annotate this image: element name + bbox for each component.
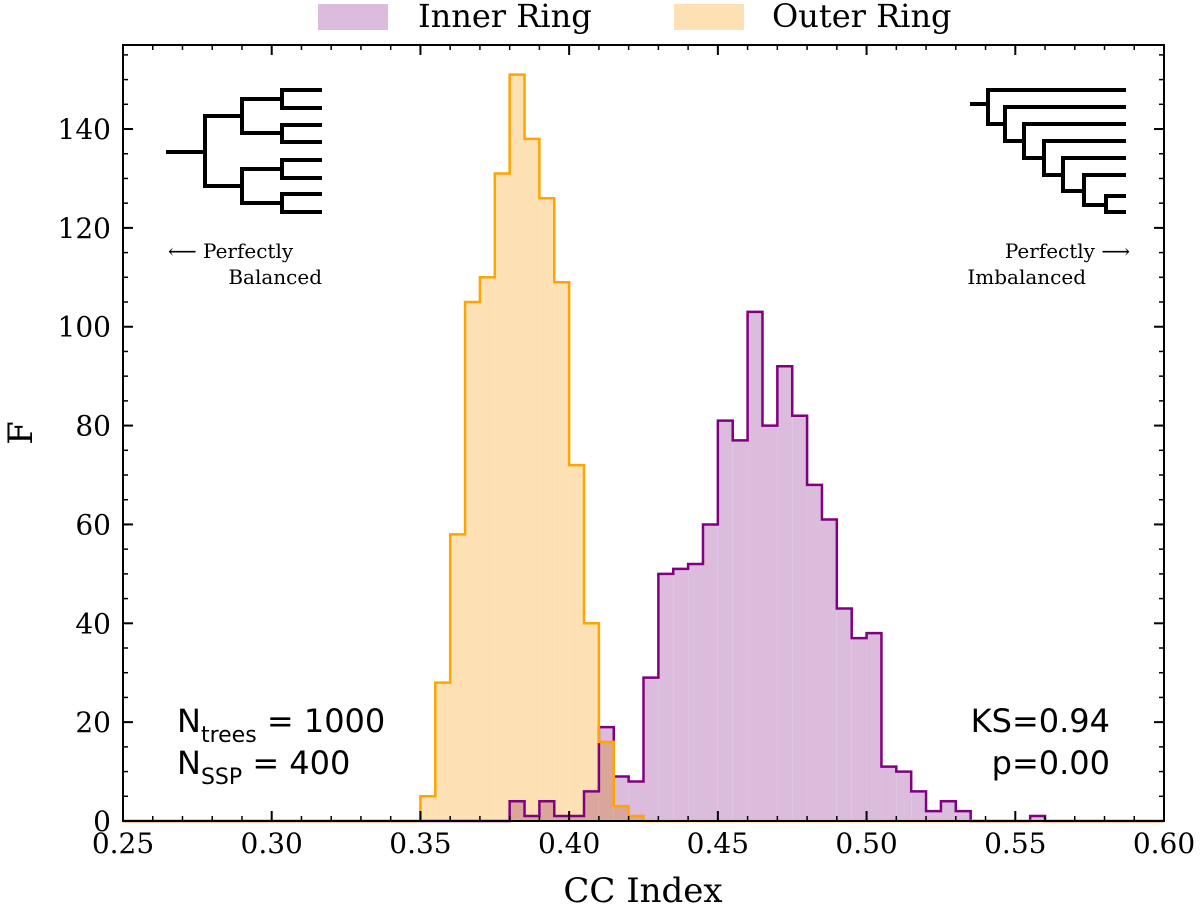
x-tick-label: 0.35: [389, 827, 451, 860]
x-axis-title: CC Index: [563, 871, 722, 908]
bar-outer-ring: [598, 741, 614, 821]
bar-outer-ring: [435, 682, 451, 821]
series-outer-ring-bars: [420, 74, 644, 822]
bar-outer-ring: [494, 173, 510, 822]
bar-inner-ring: [673, 568, 689, 821]
imbalanced-caption-line2: Imbalanced: [967, 265, 1086, 289]
bar-outer-ring: [554, 282, 570, 821]
bar-inner-ring: [866, 633, 882, 821]
bar-inner-ring: [836, 608, 852, 821]
outline-inner-ring: [123, 310, 1164, 823]
balanced-caption-line1: ⟵ Perfectly: [168, 239, 294, 263]
series-inner-ring-bars: [509, 311, 1046, 821]
legend-swatch-outer-ring: [674, 4, 744, 30]
bar-outer-ring: [524, 138, 540, 821]
bar-inner-ring: [940, 801, 956, 821]
bar-inner-ring: [911, 791, 927, 821]
balanced-tree-icon: [166, 88, 322, 214]
balanced-caption-line2: Balanced: [228, 265, 322, 289]
y-tick-label: 100: [58, 311, 111, 344]
bar-inner-ring: [628, 781, 644, 821]
bar-outer-ring: [420, 796, 436, 821]
bar-inner-ring: [658, 573, 674, 821]
bar-inner-ring: [732, 440, 748, 821]
bar-outer-ring: [539, 198, 555, 822]
outline-outer-ring: [123, 73, 1164, 823]
legend-label-inner-ring: Inner Ring: [418, 0, 592, 35]
y-tick-label: 140: [58, 113, 111, 146]
bar-inner-ring: [851, 638, 867, 821]
bar-inner-ring: [717, 420, 733, 821]
imbalanced-caption-line1: Perfectly ⟶: [1005, 239, 1130, 263]
bar-outer-ring: [569, 465, 585, 821]
bar-inner-ring: [1030, 816, 1046, 821]
ntrees-annotation: Ntrees = 1000: [177, 702, 385, 748]
x-tick-label: 0.60: [1133, 827, 1195, 860]
y-tick-label: 0: [93, 805, 111, 838]
bar-inner-ring: [792, 415, 808, 821]
ks-statistic: KS=0.94: [971, 702, 1110, 740]
legend-swatch-inner-ring: [318, 4, 388, 30]
series-layer: [123, 73, 1164, 823]
legend-label-outer-ring: Outer Ring: [772, 0, 952, 35]
bar-inner-ring: [747, 311, 763, 821]
y-tick-label: 40: [75, 607, 111, 640]
y-tick-label: 80: [75, 410, 111, 443]
bar-inner-ring: [762, 425, 778, 821]
bar-inner-ring: [881, 766, 897, 821]
bar-inner-ring: [643, 677, 659, 821]
bar-inner-ring: [807, 484, 822, 821]
y-tick-label: 120: [58, 212, 111, 245]
bar-outer-ring: [465, 302, 480, 821]
bar-inner-ring: [777, 366, 793, 821]
legend: Inner Ring Outer Ring: [318, 0, 952, 35]
y-axis-title: F: [1, 421, 41, 445]
bar-outer-ring: [613, 806, 629, 821]
bar-inner-ring: [702, 524, 718, 821]
x-tick-label: 0.40: [538, 827, 600, 860]
bar-outer-ring: [479, 277, 495, 821]
y-tick-label: 60: [75, 508, 111, 541]
bar-inner-ring: [688, 563, 703, 821]
bar-inner-ring: [821, 519, 837, 821]
p-value: p=0.00: [992, 744, 1110, 782]
x-tick-label: 0.45: [687, 827, 749, 860]
bar-outer-ring: [628, 816, 644, 821]
nssp-annotation: NSSP = 400: [177, 744, 350, 790]
x-tick-label: 0.30: [241, 827, 303, 860]
y-tick-label: 20: [75, 706, 111, 739]
x-tick-label: 0.25: [92, 827, 154, 860]
bar-outer-ring: [509, 74, 525, 821]
ticks-layer: 0.25 0.30 0.35 0.40 0.45 0.50 0.55 0.60 0 20 40 60 8…: [58, 45, 1195, 860]
bar-inner-ring: [896, 771, 912, 821]
bar-inner-ring: [955, 811, 971, 821]
x-tick-label: 0.50: [835, 827, 897, 860]
bar-outer-ring: [450, 534, 466, 821]
bar-outer-ring: [584, 623, 599, 821]
plot-frame: [122, 44, 1165, 822]
bar-inner-ring: [926, 811, 941, 821]
x-tick-label: 0.55: [984, 827, 1046, 860]
imbalanced-tree-icon: [970, 88, 1126, 214]
